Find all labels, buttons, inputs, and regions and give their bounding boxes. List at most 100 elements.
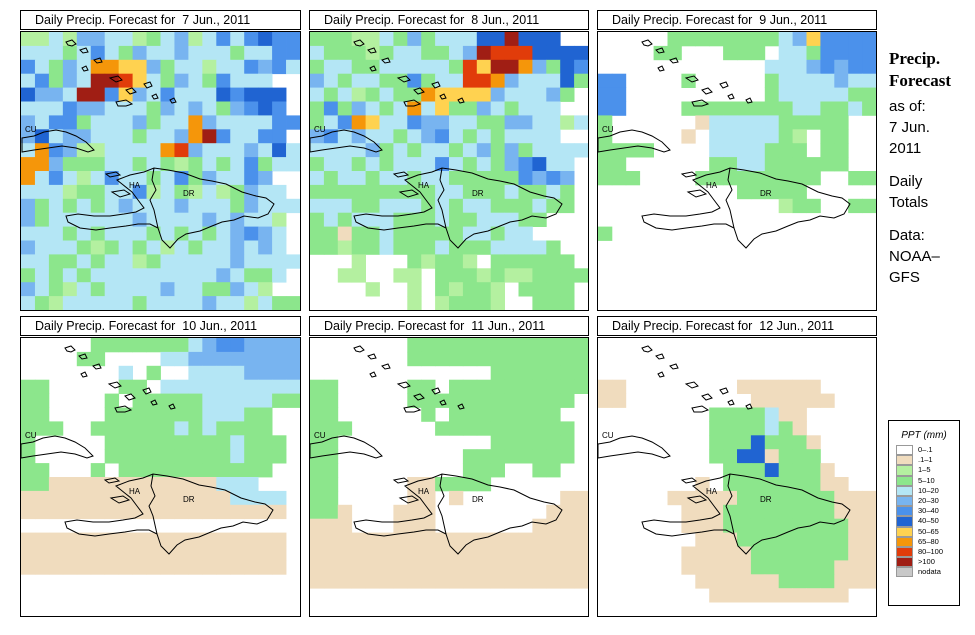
grid-cell bbox=[244, 463, 259, 478]
grid-cell bbox=[750, 504, 766, 520]
island-coastline bbox=[403, 405, 422, 413]
grid-cell bbox=[449, 351, 464, 367]
island-coastline bbox=[413, 393, 425, 401]
grid-cell bbox=[574, 365, 588, 381]
grid-cell bbox=[490, 546, 505, 561]
grid-cell bbox=[202, 504, 217, 520]
grid-cell bbox=[146, 282, 161, 297]
grid-cell bbox=[258, 45, 273, 61]
island-coastline bbox=[392, 171, 410, 178]
grid-cell bbox=[792, 490, 807, 506]
grid-cell bbox=[272, 532, 287, 547]
grid-cell bbox=[681, 546, 696, 561]
grid-cell bbox=[310, 171, 325, 186]
grid-cell bbox=[286, 115, 300, 130]
legend-title: PPT (mm) bbox=[901, 430, 947, 441]
grid-cell bbox=[504, 338, 519, 353]
grid-cell bbox=[188, 73, 203, 88]
grid-cell bbox=[365, 546, 380, 561]
grid-cell bbox=[560, 504, 575, 520]
grid-cell bbox=[160, 73, 175, 88]
grid-cell bbox=[230, 212, 245, 227]
grid-cell bbox=[574, 143, 588, 158]
grid-cell bbox=[764, 59, 780, 75]
grid-cell bbox=[379, 560, 394, 575]
grid-cell bbox=[407, 282, 422, 297]
grid-cell bbox=[709, 532, 724, 547]
grid-cell bbox=[598, 101, 613, 116]
grid-cell bbox=[310, 212, 325, 227]
grid-cell bbox=[723, 143, 738, 158]
grid-cell bbox=[104, 73, 120, 88]
grid-cell bbox=[407, 87, 422, 102]
grid-cell bbox=[132, 59, 147, 75]
grid-cell bbox=[202, 407, 217, 422]
grid-cell bbox=[449, 45, 464, 61]
grid-cell bbox=[421, 477, 436, 492]
grid-cell bbox=[462, 129, 478, 144]
grid-cell bbox=[490, 268, 505, 283]
grid-cell bbox=[62, 101, 78, 116]
grid-cell bbox=[34, 184, 50, 200]
grid-cell bbox=[118, 268, 133, 283]
grid-cell bbox=[462, 226, 478, 241]
grid-cell bbox=[202, 268, 217, 283]
grid-cell bbox=[560, 171, 575, 186]
grid-cell bbox=[174, 184, 189, 200]
grid-cell bbox=[421, 129, 436, 144]
grid-cell bbox=[202, 129, 217, 144]
grid-cell bbox=[834, 490, 849, 506]
grid-cell bbox=[681, 560, 696, 575]
grid-cell bbox=[310, 407, 325, 422]
island-coastline bbox=[701, 393, 713, 401]
grid-cell bbox=[202, 198, 217, 214]
grid-cell bbox=[778, 143, 793, 158]
grid-cell bbox=[132, 73, 147, 88]
grid-cell bbox=[532, 129, 547, 144]
grid-cell bbox=[202, 212, 217, 227]
grid-cell bbox=[174, 477, 189, 492]
grid-cell bbox=[504, 59, 519, 75]
grid-cell bbox=[598, 157, 613, 172]
grid-cell bbox=[792, 45, 807, 61]
grid-cell bbox=[421, 490, 436, 506]
grid-cell bbox=[611, 87, 627, 102]
grid-cell bbox=[778, 59, 793, 75]
grid-cell bbox=[407, 115, 422, 130]
grid-cell bbox=[244, 87, 259, 102]
grid-cell bbox=[323, 421, 339, 436]
grid-cell bbox=[560, 282, 575, 297]
grid-cell bbox=[421, 240, 436, 255]
grid-cell bbox=[792, 435, 807, 450]
grid-cell bbox=[764, 518, 780, 533]
grid-cell bbox=[188, 226, 203, 241]
grid-cell bbox=[48, 421, 64, 436]
grid-cell bbox=[750, 588, 766, 603]
grid-cell bbox=[323, 226, 339, 241]
grid-cell bbox=[323, 198, 339, 214]
grid-cell bbox=[778, 101, 793, 116]
grid-cell bbox=[518, 254, 533, 269]
grid-cell bbox=[598, 379, 613, 394]
panel-title: Daily Precip. Forecast for 10 Jun., 2011 bbox=[20, 316, 301, 336]
grid-cell bbox=[272, 254, 287, 269]
grid-cell bbox=[34, 129, 50, 144]
grid-cell bbox=[132, 560, 147, 575]
grid-cell bbox=[118, 532, 133, 547]
grid-cell bbox=[518, 268, 533, 283]
grid-cell bbox=[174, 449, 189, 464]
grid-cell bbox=[365, 129, 380, 144]
grid-cell bbox=[216, 393, 231, 408]
grid-cell bbox=[104, 435, 120, 450]
grid-cell bbox=[310, 157, 325, 172]
grid-cell bbox=[202, 560, 217, 575]
grid-cell bbox=[449, 421, 464, 436]
grid-cell bbox=[160, 393, 175, 408]
grid-cell bbox=[90, 490, 106, 506]
grid-cell bbox=[202, 351, 217, 367]
grid-cell bbox=[104, 59, 120, 75]
grid-cell bbox=[323, 171, 339, 186]
grid-cell bbox=[104, 393, 120, 408]
grid-cell bbox=[574, 73, 588, 88]
grid-cell bbox=[216, 254, 231, 269]
